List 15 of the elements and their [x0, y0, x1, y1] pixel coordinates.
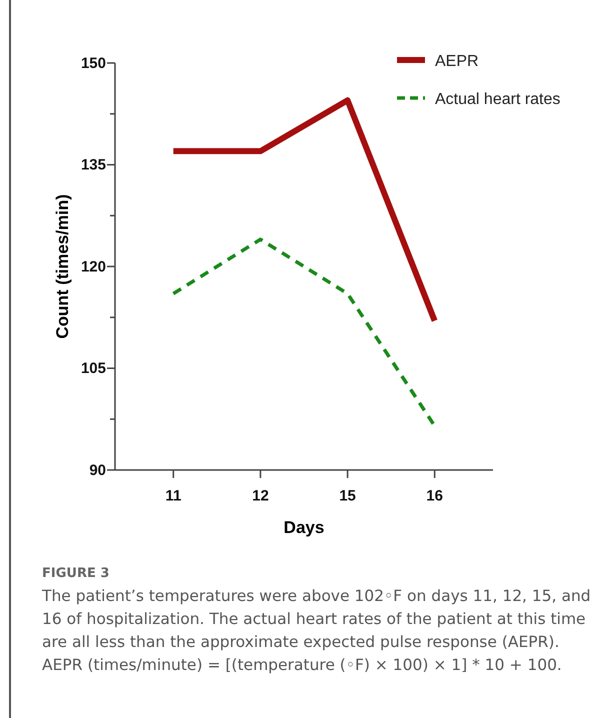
y-tick-label: 90 [89, 462, 106, 479]
x-tick-label: 11 [165, 488, 182, 504]
legend-label: Actual heart rates [435, 91, 560, 108]
caption: FIGURE 3 [42, 566, 110, 581]
x-tick-label: 12 [252, 488, 269, 504]
y-axis-title: Count (times/min) [53, 194, 72, 339]
text: The patient’s temperatures were above 102◦F on days 11, 12, 15, and 16 of hospitalization. The actual heart rates of the patient at this time are all less than the approximate expected pulse response (AEPR). AEPR (times/minute) = [(temperature (◦F) × 100) × 1] * 10 + 100. [42, 586, 592, 676]
legend-label: AEPR [435, 53, 479, 70]
y-tick-label: 120 [80, 258, 106, 276]
x-tick-label: 16 [426, 488, 443, 504]
x-tick-label: 15 [339, 488, 356, 504]
y-tick-label: 105 [80, 360, 106, 378]
y-tick-label: 135 [80, 156, 106, 174]
y-tick-label: 150 [80, 54, 106, 72]
x-axis-title: Days [284, 518, 324, 537]
